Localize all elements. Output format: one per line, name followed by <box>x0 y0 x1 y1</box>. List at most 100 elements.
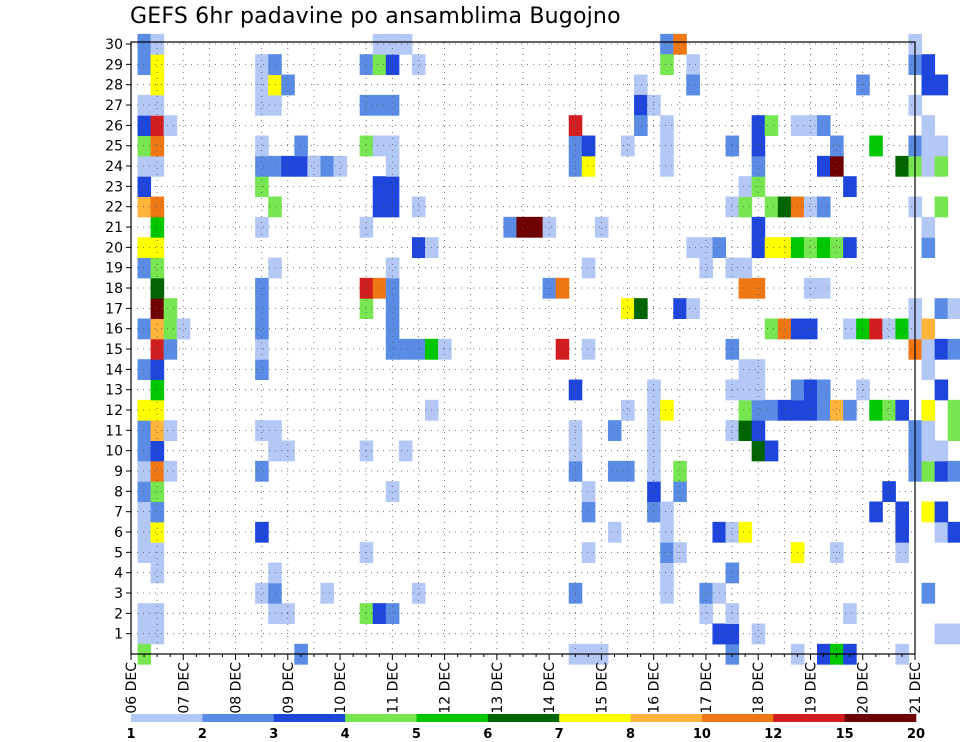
y-tick-label: 12 <box>105 403 123 419</box>
heatmap-cell <box>934 379 949 401</box>
y-tick-label: 16 <box>105 322 123 338</box>
heatmap-cell <box>751 399 766 421</box>
y-tick-label: 4 <box>114 566 123 582</box>
x-tick-label: 10 DEC <box>333 662 349 714</box>
heatmap-cell <box>516 216 531 238</box>
colorbar-segment <box>773 714 845 722</box>
heatmap-cell <box>934 460 949 482</box>
heatmap-cell <box>268 420 282 442</box>
heatmap-cell <box>385 94 400 116</box>
x-tick-label: 20 DEC <box>856 662 872 714</box>
y-tick-label: 14 <box>105 362 123 378</box>
heatmap-cell <box>137 318 152 340</box>
heatmap-cell <box>137 521 152 543</box>
heatmap-cell <box>751 135 766 157</box>
heatmap-cell <box>411 237 426 259</box>
heatmap-cell <box>555 277 570 299</box>
heatmap-cell <box>660 399 674 421</box>
heatmap-cell <box>751 216 766 238</box>
heatmap-cell <box>137 94 152 116</box>
heatmap-cell <box>764 196 779 218</box>
heatmap-cell <box>738 196 753 218</box>
heatmap-cell <box>725 257 740 279</box>
heatmap-cell <box>268 257 282 279</box>
heatmap-cell <box>150 216 165 238</box>
heatmap-cell <box>947 298 960 320</box>
heatmap-cell <box>843 603 857 625</box>
y-tick-label: 19 <box>105 261 123 277</box>
heatmap-cell <box>150 562 165 584</box>
x-tick-label: 17 DEC <box>699 662 715 714</box>
x-tick-label: 12 DEC <box>438 662 454 714</box>
heatmap-cell <box>764 115 779 137</box>
heatmap-cell <box>150 399 165 421</box>
heatmap-cell <box>921 460 936 482</box>
heatmap-cell <box>921 582 936 604</box>
heatmap-cell <box>137 33 152 55</box>
heatmap-cell <box>660 562 674 584</box>
y-tick-label: 27 <box>105 98 123 114</box>
heatmap-cell <box>255 54 269 76</box>
heatmap-cell <box>176 318 191 340</box>
colorbar-segment <box>559 714 631 722</box>
heatmap-cell <box>869 135 883 157</box>
heatmap-cell <box>660 135 674 157</box>
heatmap-cell <box>385 257 400 279</box>
x-tick-label: 08 DEC <box>229 662 245 714</box>
heatmap-cell <box>934 135 949 157</box>
heatmap-cell <box>738 399 753 421</box>
heatmap-cell <box>150 257 165 279</box>
heatmap-cell <box>150 135 165 157</box>
heatmap-cell <box>921 420 936 442</box>
heatmap-cell <box>738 257 753 279</box>
y-tick-label: 30 <box>105 37 123 53</box>
heatmap-cell <box>255 318 269 340</box>
heatmap-cell <box>255 521 269 543</box>
colorbar-label: 3 <box>269 727 278 742</box>
heatmap-cell <box>621 298 635 320</box>
heatmap-cell <box>255 135 269 157</box>
heatmap-cell <box>934 74 949 96</box>
heatmap-cell <box>385 298 400 320</box>
heatmap-cell <box>163 298 178 320</box>
heatmap-cell <box>385 155 400 177</box>
heatmap-cell <box>764 440 779 462</box>
y-tick-label: 13 <box>105 383 123 399</box>
heatmap-cell <box>150 460 165 482</box>
heatmap-cell <box>686 54 700 76</box>
heatmap-cell <box>634 298 648 320</box>
x-tick-label: 11 DEC <box>385 662 401 714</box>
heatmap-cell <box>660 155 674 177</box>
colorbar-label: 10 <box>693 727 711 742</box>
heatmap-cell <box>660 33 674 55</box>
heatmap-cell <box>843 399 857 421</box>
heatmap-cell <box>660 542 674 564</box>
heatmap-cell <box>751 623 766 645</box>
heatmap-cell <box>385 33 400 55</box>
heatmap-cell <box>150 420 165 442</box>
heatmap-cell <box>843 318 857 340</box>
heatmap-cell <box>803 196 818 218</box>
heatmap-cell <box>777 318 792 340</box>
heatmap-cell <box>895 501 909 523</box>
heatmap-cell <box>372 196 387 218</box>
heatmap-cell <box>398 440 413 462</box>
heatmap-cell <box>751 379 766 401</box>
heatmap-cell <box>255 582 269 604</box>
heatmap-cell <box>751 420 766 442</box>
heatmap-cell <box>882 399 896 421</box>
x-tick-label: 09 DEC <box>281 662 297 714</box>
colorbar-segment <box>273 714 346 722</box>
heatmap-cell <box>947 338 960 360</box>
heatmap-cell <box>137 359 152 381</box>
heatmap-cell <box>921 399 936 421</box>
heatmap-cell <box>581 542 596 564</box>
heatmap-cell <box>921 135 936 157</box>
heatmap-cell <box>725 420 740 442</box>
heatmap-cell <box>255 155 269 177</box>
heatmap-cell <box>150 623 165 645</box>
heatmap-cell <box>268 74 282 96</box>
heatmap-cell <box>137 399 152 421</box>
y-tick-label: 3 <box>114 586 123 602</box>
